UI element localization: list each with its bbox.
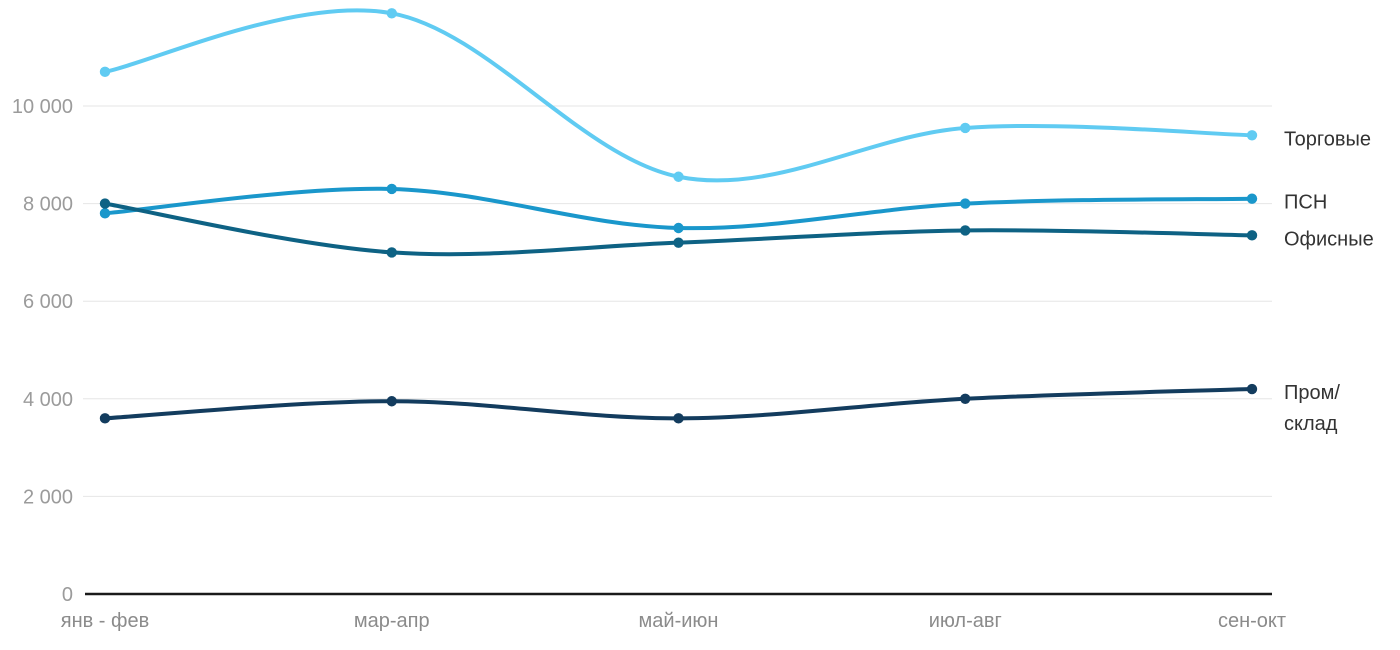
- y-tick-label-2000: 2 000: [23, 486, 73, 508]
- series-point-psn-1: [386, 183, 397, 195]
- y-tick-label-8000: 8 000: [23, 194, 73, 216]
- series-point-psn-3: [960, 198, 971, 209]
- series-point-torgovye-2: [673, 171, 684, 182]
- series-point-psn-2: [673, 222, 684, 234]
- x-tick-label-4: сен-окт: [1218, 610, 1286, 632]
- y-tick-label-4000: 4 000: [23, 389, 73, 411]
- x-tick-label-0: янв - фев: [61, 610, 149, 632]
- y-tick-label-0: 0: [62, 584, 73, 606]
- series-point-ofisnye-3: [960, 225, 971, 236]
- series-label-torgovye: Торговые: [1284, 128, 1371, 150]
- series-point-prom-sklad-0: [99, 413, 111, 424]
- series-point-ofisnye-0: [99, 198, 111, 209]
- x-tick-label-3: июл-авг: [929, 610, 1002, 632]
- series-point-prom-sklad-3: [960, 393, 971, 404]
- series-line-torgovye: [103, 8, 1254, 183]
- series-point-psn-4: [1246, 193, 1258, 204]
- series-label-prom-sklad: Пром/склад: [1284, 382, 1340, 435]
- series-point-prom-sklad-1: [386, 396, 397, 407]
- series-line-psn: [103, 186, 1254, 231]
- series-point-torgovye-0: [99, 66, 111, 78]
- series-point-torgovye-4: [1246, 130, 1258, 141]
- series-point-prom-sklad-4: [1246, 383, 1258, 395]
- y-tick-label-10000: 10 000: [12, 96, 73, 118]
- y-tick-label-6000: 6 000: [23, 291, 73, 313]
- series-point-ofisnye-1: [386, 247, 397, 258]
- x-tick-label-1: мар-апр: [354, 610, 430, 632]
- series-point-torgovye-1: [386, 8, 397, 19]
- series-label-ofisnye: Офисные: [1284, 228, 1374, 250]
- series-point-ofisnye-4: [1246, 230, 1258, 241]
- series-label-psn: ПСН: [1284, 192, 1327, 214]
- series-point-ofisnye-2: [673, 237, 684, 248]
- x-tick-label-2: май-июн: [639, 610, 719, 632]
- series-point-torgovye-3: [960, 122, 971, 134]
- series-point-psn-0: [99, 208, 111, 219]
- series-point-prom-sklad-2: [673, 413, 684, 424]
